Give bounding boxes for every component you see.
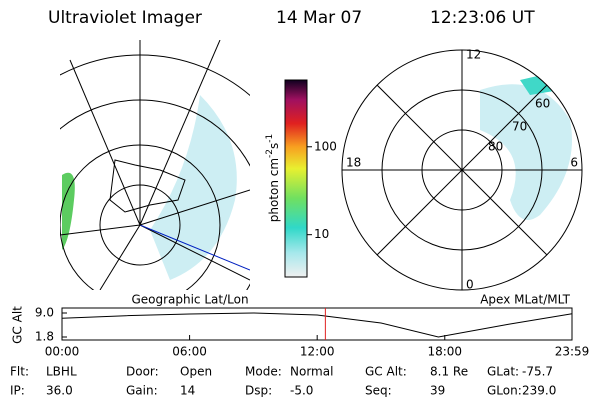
x-tick-label: 00:00 bbox=[45, 345, 80, 359]
colorbar-sup: -1 bbox=[265, 134, 275, 143]
info-value: Normal bbox=[290, 365, 333, 379]
y-axis-label: GC Alt bbox=[11, 306, 25, 344]
colorbar-label-mid: s bbox=[267, 143, 281, 149]
info-label: Dsp: bbox=[245, 384, 272, 398]
info-value: 239.0 bbox=[522, 384, 556, 398]
y-tick-label: 9.0 bbox=[35, 306, 54, 320]
mlt-label: 6 bbox=[570, 156, 578, 170]
info-label: Seq: bbox=[365, 384, 392, 398]
time: 12:23:06 UT bbox=[430, 8, 535, 28]
right-map-label: Apex MLat/MLT bbox=[480, 293, 570, 307]
info-label: Gain: bbox=[126, 384, 158, 398]
info-label: IP: bbox=[10, 384, 25, 398]
info-label: GLat: bbox=[487, 365, 519, 379]
colorbar-sup: -2 bbox=[265, 149, 275, 158]
title: Ultraviolet Imager bbox=[48, 8, 202, 28]
info-label: GLon: bbox=[487, 384, 522, 398]
colorbar-label: photon cm-2s-1 bbox=[265, 134, 281, 223]
x-tick-label: 12:00 bbox=[300, 345, 335, 359]
colorbar-label-main: photon cm bbox=[267, 158, 281, 222]
info-value: Open bbox=[180, 365, 212, 379]
colorbar-tick-label: 10 bbox=[314, 227, 329, 241]
mlt-label: 12 bbox=[466, 48, 481, 62]
x-tick-label: 23:59 bbox=[555, 345, 590, 359]
left-map bbox=[60, 40, 250, 290]
lat-label: 60 bbox=[535, 97, 550, 111]
info-value: 39 bbox=[430, 384, 445, 398]
info-label: Flt: bbox=[10, 365, 29, 379]
mlt-label: 0 bbox=[466, 278, 474, 292]
left-map-label: Geographic Lat/Lon bbox=[131, 293, 248, 307]
info-value: -5.0 bbox=[290, 384, 313, 398]
info-value: LBHL bbox=[46, 365, 77, 379]
mlt-label: 18 bbox=[346, 156, 361, 170]
colorbar bbox=[284, 79, 308, 278]
info-label: Mode: bbox=[245, 365, 282, 379]
date: 14 Mar 07 bbox=[276, 8, 362, 28]
info-value: 8.1 Re bbox=[430, 365, 468, 379]
lat-label: 80 bbox=[488, 140, 503, 154]
x-tick-label: 18:00 bbox=[427, 345, 462, 359]
info-value: -75.7 bbox=[522, 365, 553, 379]
lat-label: 70 bbox=[512, 120, 527, 134]
colorbar-tick-label: 100 bbox=[314, 139, 337, 153]
info-value: 14 bbox=[180, 384, 195, 398]
x-tick-label: 06:00 bbox=[172, 345, 207, 359]
altitude-line bbox=[61, 312, 573, 338]
info-label: GC Alt: bbox=[365, 365, 407, 379]
info-label: Door: bbox=[126, 365, 159, 379]
y-tick-label: 1.8 bbox=[35, 330, 54, 344]
info-value: 36.0 bbox=[46, 384, 73, 398]
